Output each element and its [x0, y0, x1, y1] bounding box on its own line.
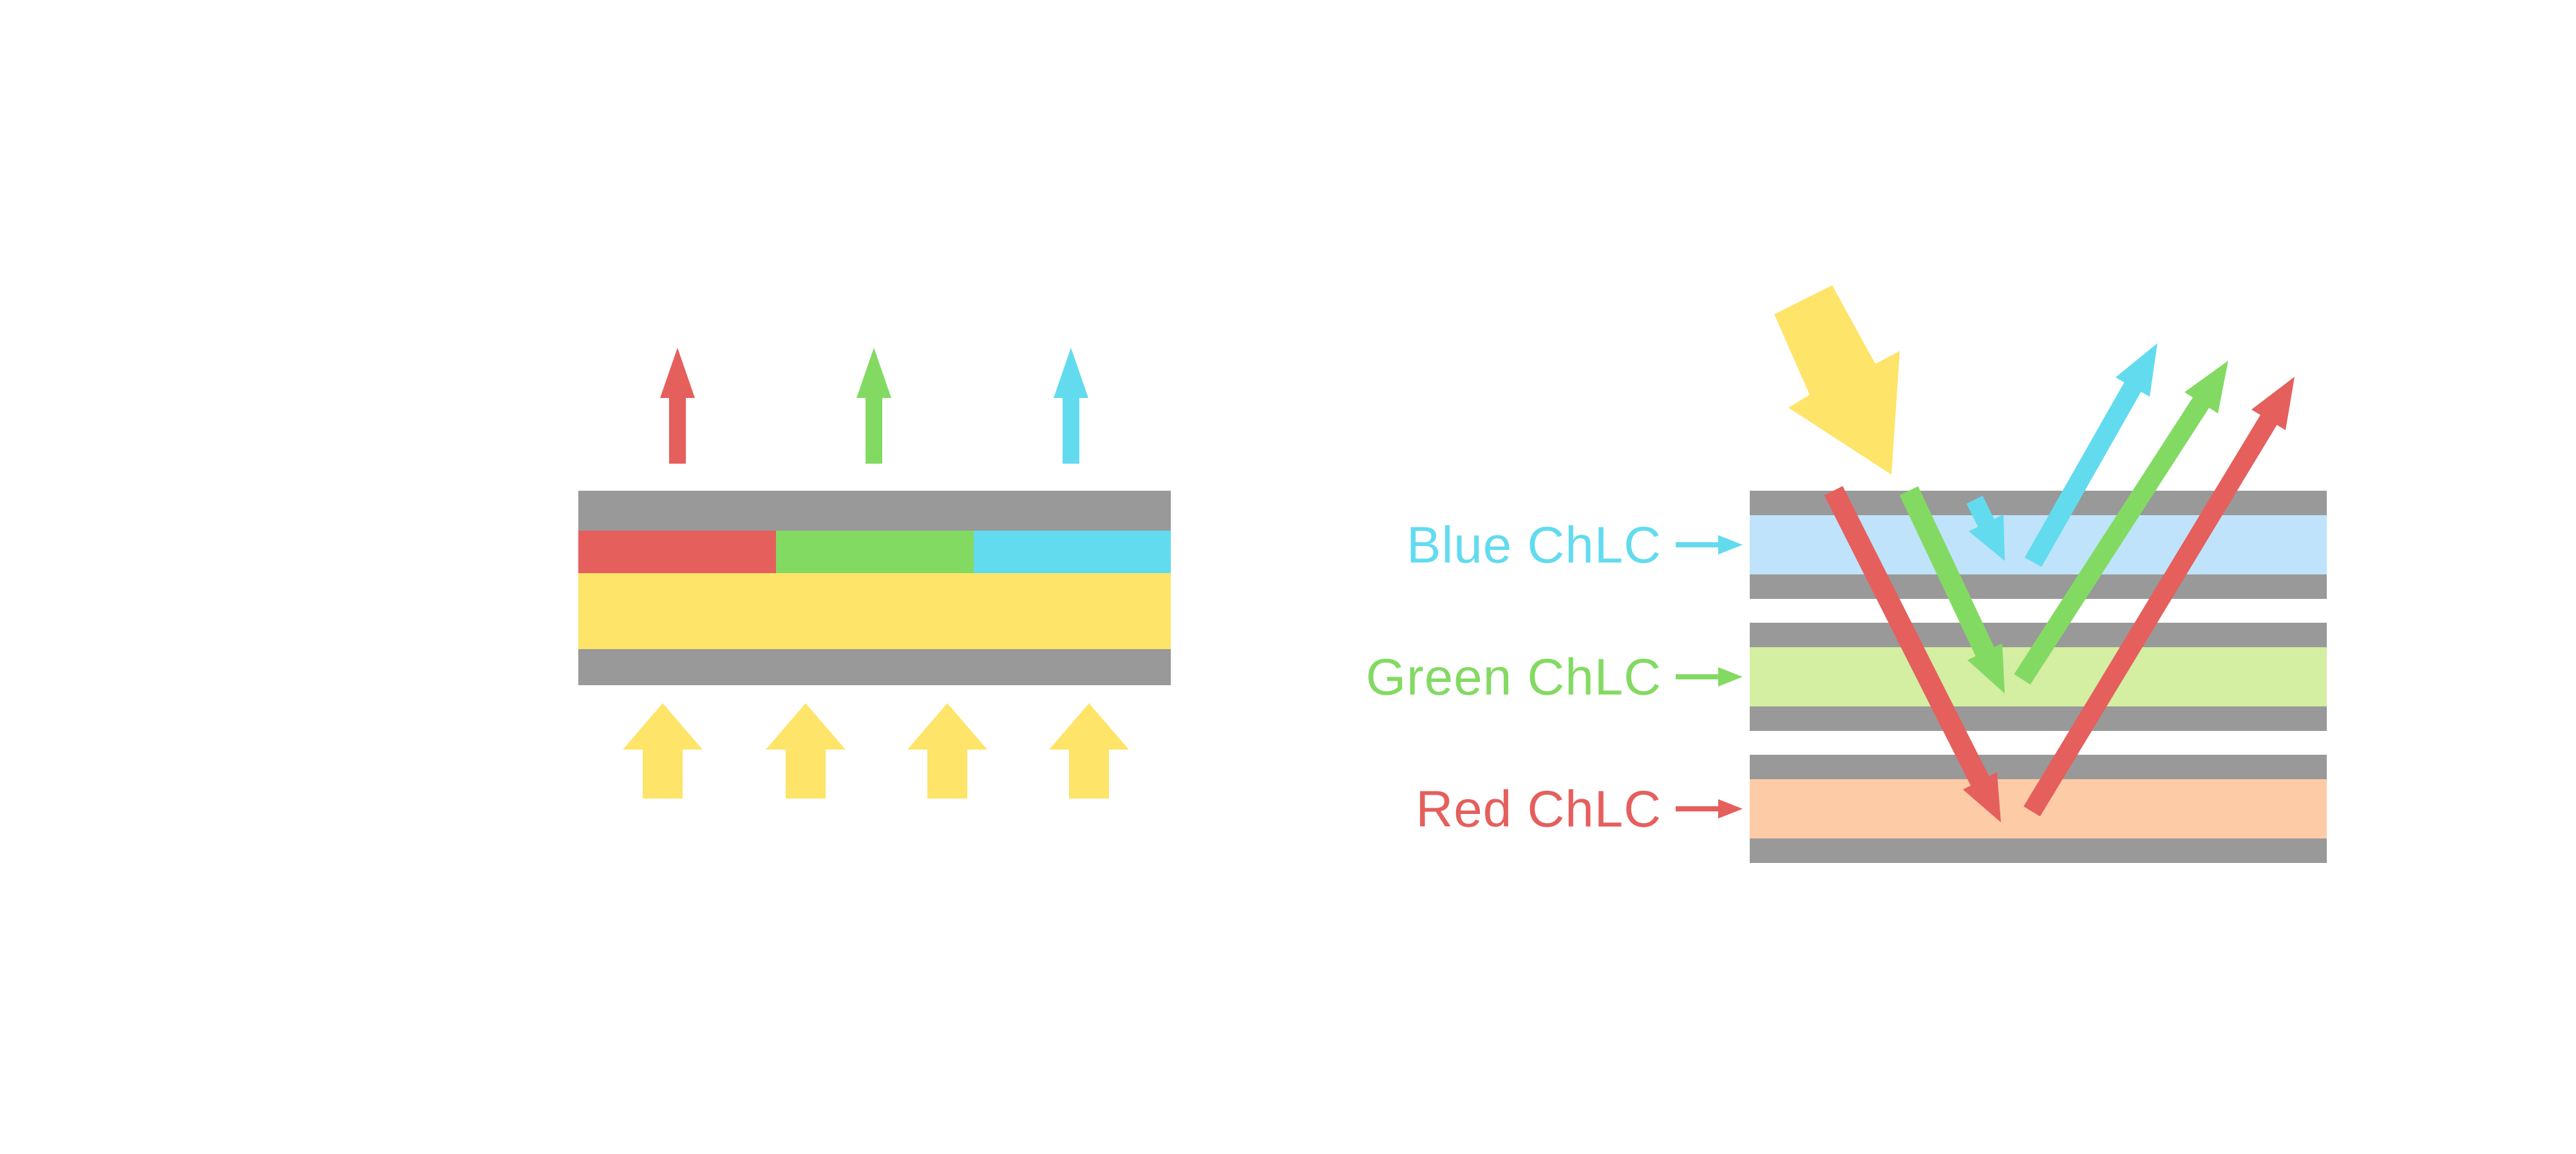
green-reflected-ray-stem — [2014, 393, 2211, 685]
blue-label-pointer-head — [1718, 535, 1743, 554]
cyan-incoming-ray-stem — [1966, 495, 1996, 531]
yellow-backlight-up-arrow-2 — [766, 703, 846, 799]
green-ray-into-green-layer-arrow — [1899, 486, 2005, 694]
blue-chlc-label-group: Blue ChLC — [1406, 516, 1743, 574]
cyan-reflected-ray-head — [2116, 343, 2157, 397]
green-filter-segment — [776, 531, 974, 573]
green-arrow-stem — [866, 394, 882, 464]
cyan-reflected-ray-stem — [2024, 378, 2144, 567]
red-arrow-head — [660, 348, 695, 398]
red-label-pointer-head — [1718, 799, 1743, 818]
substrate-bar-6 — [1750, 838, 2327, 863]
cyan-filter-segment — [974, 531, 1171, 573]
substrate-bar-4 — [1750, 706, 2327, 731]
bottom-substrate-layer — [578, 649, 1171, 685]
green-arrow-head — [857, 348, 891, 398]
cyan-arrow-head — [1054, 348, 1088, 398]
cyan-emitted-up-arrow — [1054, 348, 1088, 464]
cyan-incoming-ray-head — [1969, 515, 2005, 561]
green-incoming-ray-head — [1967, 643, 2005, 694]
green-reflected-up-arrow — [2014, 361, 2228, 685]
green-chlc-label-group: Green ChLC — [1366, 648, 1743, 706]
red-chlc-label: Red ChLC — [1416, 780, 1662, 838]
red-chlc-label-group: Red ChLC — [1416, 780, 1743, 838]
incident-white-light-thick-arrow — [1774, 285, 1900, 475]
green-emitted-up-arrow — [857, 348, 891, 464]
substrate-bar-2 — [1750, 574, 2327, 599]
blue-ray-into-blue-layer-arrow — [1966, 495, 2005, 561]
red-reflected-ray-head — [2251, 377, 2295, 430]
yellow-backlight-up-arrow-1 — [623, 703, 703, 799]
right-reflective-chlc-diagram: Blue ChLC Green ChLC Red ChLC — [1366, 285, 2327, 863]
backlight-layer — [578, 573, 1171, 649]
left-transmissive-display-diagram — [578, 348, 1171, 799]
red-filter-segment — [578, 531, 776, 573]
red-ray-into-red-layer-arrow — [1824, 486, 2001, 822]
cyan-arrow-stem — [1063, 394, 1079, 464]
red-reflected-ray-stem — [2023, 410, 2280, 817]
blue-chlc-label: Blue ChLC — [1406, 516, 1662, 574]
top-substrate-layer — [578, 491, 1171, 531]
green-label-pointer-head — [1718, 667, 1743, 686]
substrate-bar-5 — [1750, 755, 2327, 779]
red-emitted-up-arrow — [660, 348, 695, 464]
red-incoming-ray-stem — [1824, 486, 1992, 791]
green-incoming-ray-stem — [1899, 486, 1996, 660]
green-reflected-ray-head — [2184, 361, 2228, 413]
red-reflected-up-arrow — [2023, 377, 2295, 817]
green-chlc-label: Green ChLC — [1366, 648, 1662, 706]
red-incoming-ray-head — [1963, 772, 2001, 822]
blue-reflected-up-arrow — [2024, 343, 2157, 567]
yellow-backlight-up-arrow-4 — [1049, 703, 1129, 799]
yellow-backlight-up-arrow-3 — [907, 703, 987, 799]
red-arrow-stem — [669, 394, 686, 464]
